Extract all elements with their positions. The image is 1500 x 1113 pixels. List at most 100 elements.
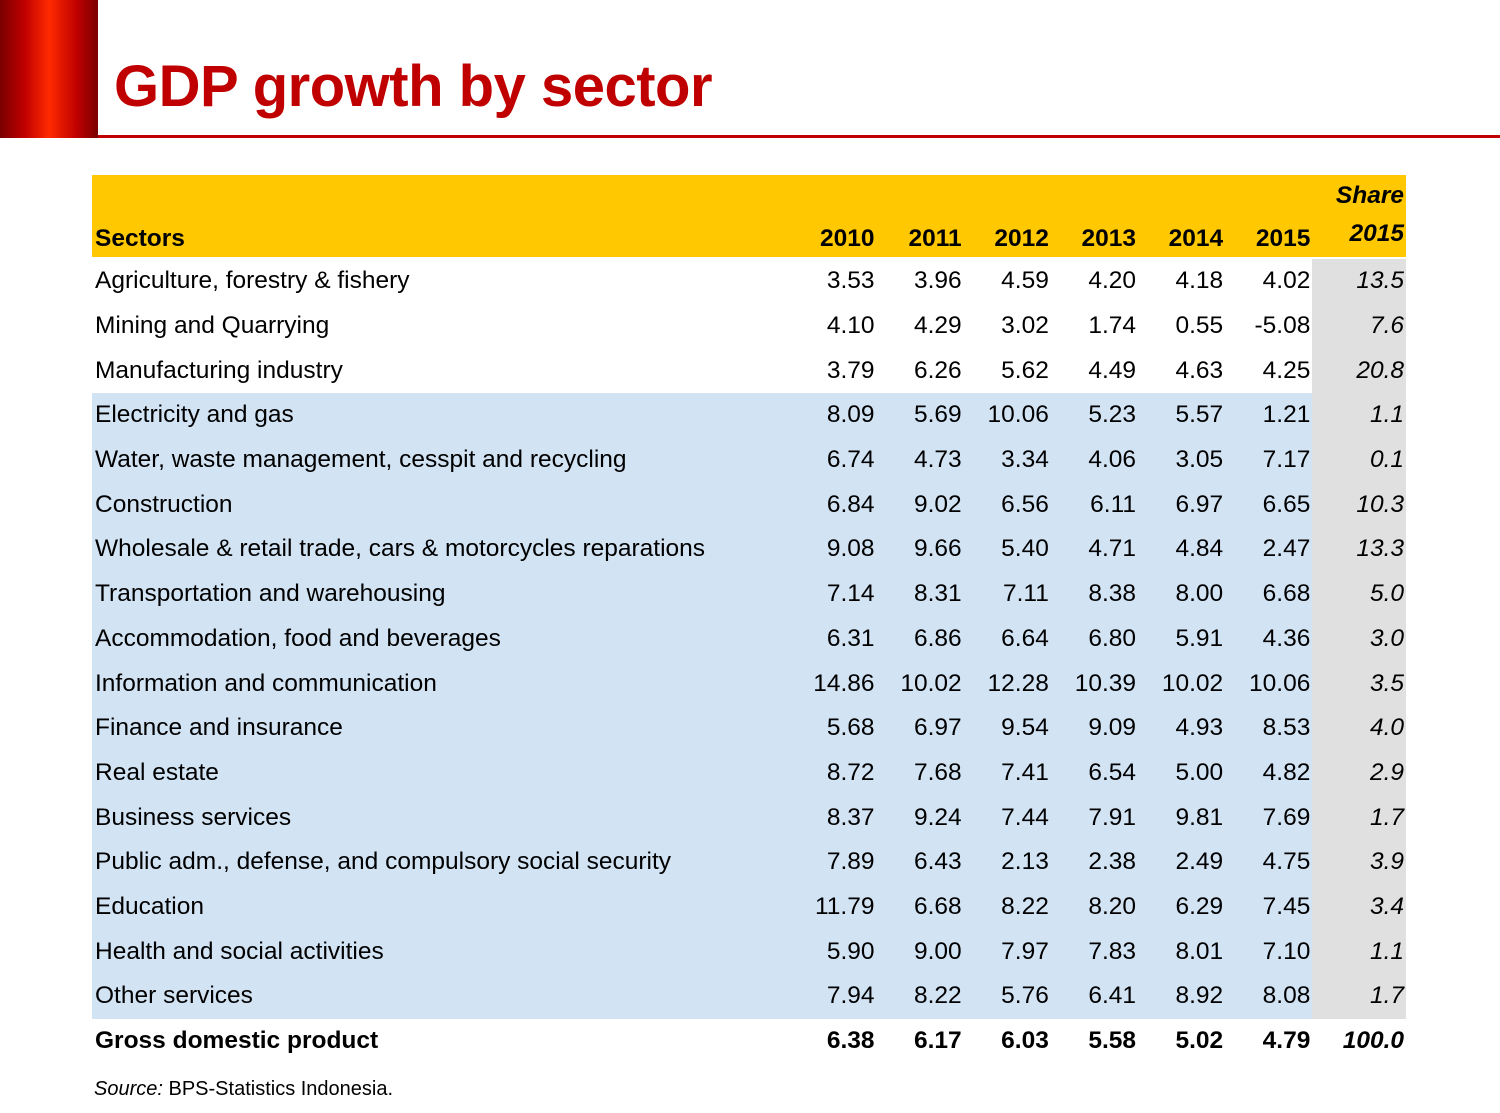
header-year-2012: 2012 — [994, 225, 1049, 252]
total-value-2011: 6.17 — [913, 1027, 962, 1055]
header-share-2015: Share 2015 — [1312, 175, 1406, 257]
growth-value-2011: 9.66 — [913, 535, 962, 563]
growth-value-2015: 7.10 — [1262, 937, 1311, 965]
share-value: 2.9 — [1312, 750, 1406, 796]
header-share-line1: Share — [1335, 182, 1404, 210]
table-row: Construction 6.84 9.02 6.56 6.11 6.97 6.65 10.3 — [92, 482, 1406, 528]
growth-value-2011: 5.69 — [913, 401, 962, 429]
growth-value-2012: 8.22 — [1001, 892, 1049, 920]
sector-name: Public adm., defense, and compulsory soc… — [95, 848, 672, 876]
sector-name: Construction — [95, 490, 233, 518]
growth-value-2014: 6.97 — [1175, 490, 1224, 518]
growth-value-2013: 4.71 — [1088, 535, 1137, 563]
table-row: Real estate 8.72 7.68 7.41 6.54 5.00 4.82 2.9 — [92, 750, 1406, 796]
header-year-2015: 2015 — [1255, 225, 1311, 252]
share-value: 10.3 — [1312, 482, 1406, 528]
growth-value-2013: 9.09 — [1088, 714, 1137, 742]
growth-value-2013: 4.49 — [1088, 356, 1137, 384]
title-underline — [98, 135, 1500, 138]
total-value-2013: 5.58 — [1088, 1027, 1137, 1055]
share-value: 7.6 — [1312, 303, 1406, 349]
growth-value-2015: 7.17 — [1262, 446, 1311, 474]
table-row: Electricity and gas 8.09 5.69 10.06 5.23 5.57… — [92, 393, 1406, 438]
table-row: Water, waste management, cesspit and rec… — [92, 437, 1406, 483]
table-row: Business services 8.37 9.24 7.44 7.91 9.81 7.6… — [92, 795, 1406, 840]
growth-value-2011: 7.68 — [913, 758, 962, 786]
growth-value-2015: 4.82 — [1262, 758, 1311, 786]
sector-name: Accommodation, food and beverages — [95, 624, 501, 652]
growth-value-2010: 6.31 — [826, 624, 875, 652]
table-row: Transportation and warehousing 7.14 8.31 7.… — [92, 571, 1406, 617]
accent-bar — [0, 0, 98, 138]
growth-value-2011: 3.96 — [913, 267, 962, 295]
growth-value-2015: 1.21 — [1262, 401, 1311, 429]
total-value-2014: 5.02 — [1175, 1027, 1224, 1055]
table-row: Accommodation, food and beverages 6.31 6.8… — [92, 616, 1406, 662]
growth-value-2012: 7.97 — [1001, 937, 1049, 965]
table-header-row: Sectors 2010 2011 2012 2013 2014 2015 Sh… — [92, 175, 1406, 257]
table-body: Agriculture, forestry & fishery 3.53 3.96 4… — [92, 259, 1406, 1019]
growth-value-2011: 9.02 — [913, 490, 962, 518]
share-value: 3.9 — [1312, 839, 1406, 885]
source-label: Source: — [94, 1078, 163, 1100]
growth-value-2010: 6.84 — [826, 490, 875, 518]
growth-value-2010: 5.90 — [826, 937, 875, 965]
header-year-2011: 2011 — [908, 225, 962, 252]
sector-name: Mining and Quarrying — [95, 312, 330, 340]
growth-value-2013: 1.74 — [1088, 312, 1137, 340]
growth-value-2015: 4.75 — [1262, 848, 1311, 876]
growth-value-2013: 6.11 — [1090, 490, 1137, 518]
sector-name: Water, waste management, cesspit and rec… — [95, 446, 627, 474]
growth-value-2010: 6.74 — [826, 446, 875, 474]
share-value: 20.8 — [1312, 348, 1406, 394]
growth-value-2014: 8.01 — [1175, 937, 1224, 965]
growth-value-2014: 4.18 — [1175, 267, 1224, 295]
header-share-line2: 2015 — [1349, 220, 1404, 248]
growth-value-2013: 2.38 — [1088, 848, 1137, 876]
growth-value-2013: 7.91 — [1088, 803, 1137, 831]
growth-value-2011: 9.24 — [913, 803, 962, 831]
gdp-growth-table: Sectors 2010 2011 2012 2013 2014 2015 Sh… — [92, 175, 1406, 1064]
growth-value-2015: 6.65 — [1262, 490, 1311, 518]
growth-value-2015: 10.06 — [1249, 669, 1311, 697]
total-value-2015: 4.79 — [1262, 1027, 1311, 1055]
share-value: 13.3 — [1312, 527, 1406, 572]
growth-value-2014: 4.63 — [1175, 356, 1224, 384]
growth-value-2013: 6.54 — [1088, 758, 1137, 786]
growth-value-2013: 5.23 — [1088, 401, 1137, 429]
growth-value-2012: 5.76 — [1001, 982, 1049, 1010]
share-value: 0.1 — [1312, 437, 1406, 483]
growth-value-2014: 3.05 — [1175, 446, 1224, 474]
share-value: 13.5 — [1312, 259, 1406, 304]
growth-value-2012: 12.28 — [987, 669, 1049, 697]
table-row: Other services 7.94 8.22 5.76 6.41 8.92 8.08 1.… — [92, 974, 1406, 1019]
sector-name: Health and social activities — [95, 937, 384, 965]
total-value-2010: 6.38 — [826, 1027, 875, 1055]
header-year-2014: 2014 — [1168, 225, 1224, 252]
growth-value-2014: 10.02 — [1161, 669, 1224, 697]
growth-value-2014: 5.91 — [1175, 624, 1224, 652]
source-note: Source: BPS-Statistics Indonesia. — [94, 1078, 393, 1101]
table-row: Health and social activities 5.90 9.00 7.97… — [92, 929, 1406, 974]
growth-value-2014: 8.00 — [1175, 580, 1224, 608]
growth-value-2015: 6.68 — [1262, 580, 1311, 608]
growth-value-2013: 8.20 — [1088, 892, 1137, 920]
growth-value-2011: 6.86 — [913, 624, 962, 652]
growth-value-2015: 7.69 — [1262, 803, 1311, 831]
growth-value-2012: 7.11 — [1002, 580, 1049, 608]
growth-value-2012: 2.13 — [1001, 848, 1049, 876]
share-value: 4.0 — [1312, 705, 1406, 751]
growth-value-2011: 9.00 — [913, 937, 962, 965]
share-value: 1.1 — [1312, 929, 1406, 974]
growth-value-2011: 6.43 — [913, 848, 962, 876]
growth-value-2015: 4.25 — [1262, 356, 1311, 384]
growth-value-2011: 10.02 — [900, 669, 962, 697]
share-value: 1.1 — [1312, 393, 1406, 438]
table-row: Mining and Quarrying 4.10 4.29 3.02 1.74 0.55… — [92, 303, 1406, 349]
growth-value-2012: 3.02 — [1001, 312, 1049, 340]
total-value-2012: 6.03 — [1001, 1027, 1049, 1055]
total-share: 100.0 — [1312, 1018, 1406, 1064]
growth-value-2012: 7.41 — [1001, 758, 1049, 786]
sector-name: Agriculture, forestry & fishery — [95, 267, 410, 295]
sector-name: Information and communication — [95, 669, 437, 697]
